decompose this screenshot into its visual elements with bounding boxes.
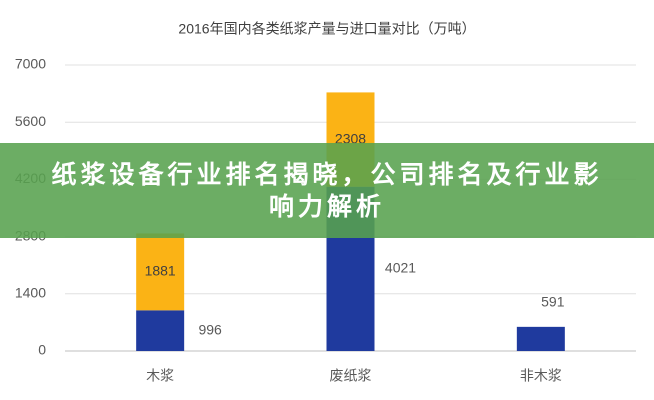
bar-segment <box>516 326 565 351</box>
chart-title: 2016年国内各类纸浆产量与进口量对比（万吨） <box>178 21 475 37</box>
bar-segment <box>136 233 185 311</box>
bar-segment <box>136 310 185 351</box>
value-label: 996 <box>198 321 222 337</box>
x-tick-label: 废纸浆 <box>330 368 372 384</box>
y-tick-label: 1400 <box>15 285 46 301</box>
y-tick-label: 0 <box>38 342 46 358</box>
headline: 纸浆设备行业排名揭晓，公司排名及行业影响力解析 <box>51 160 603 221</box>
x-tick-label: 木浆 <box>146 368 174 384</box>
banner: 纸浆设备行业排名揭晓，公司排名及行业影响力解析 <box>0 143 654 238</box>
value-label: 591 <box>541 294 565 310</box>
y-tick-label: 7000 <box>15 56 46 72</box>
value-label: 2308 <box>335 130 366 146</box>
x-tick-label: 非木浆 <box>520 368 562 384</box>
value-label: 1881 <box>145 263 176 279</box>
value-label: 4021 <box>385 260 416 276</box>
y-tick-label: 5600 <box>15 113 46 129</box>
